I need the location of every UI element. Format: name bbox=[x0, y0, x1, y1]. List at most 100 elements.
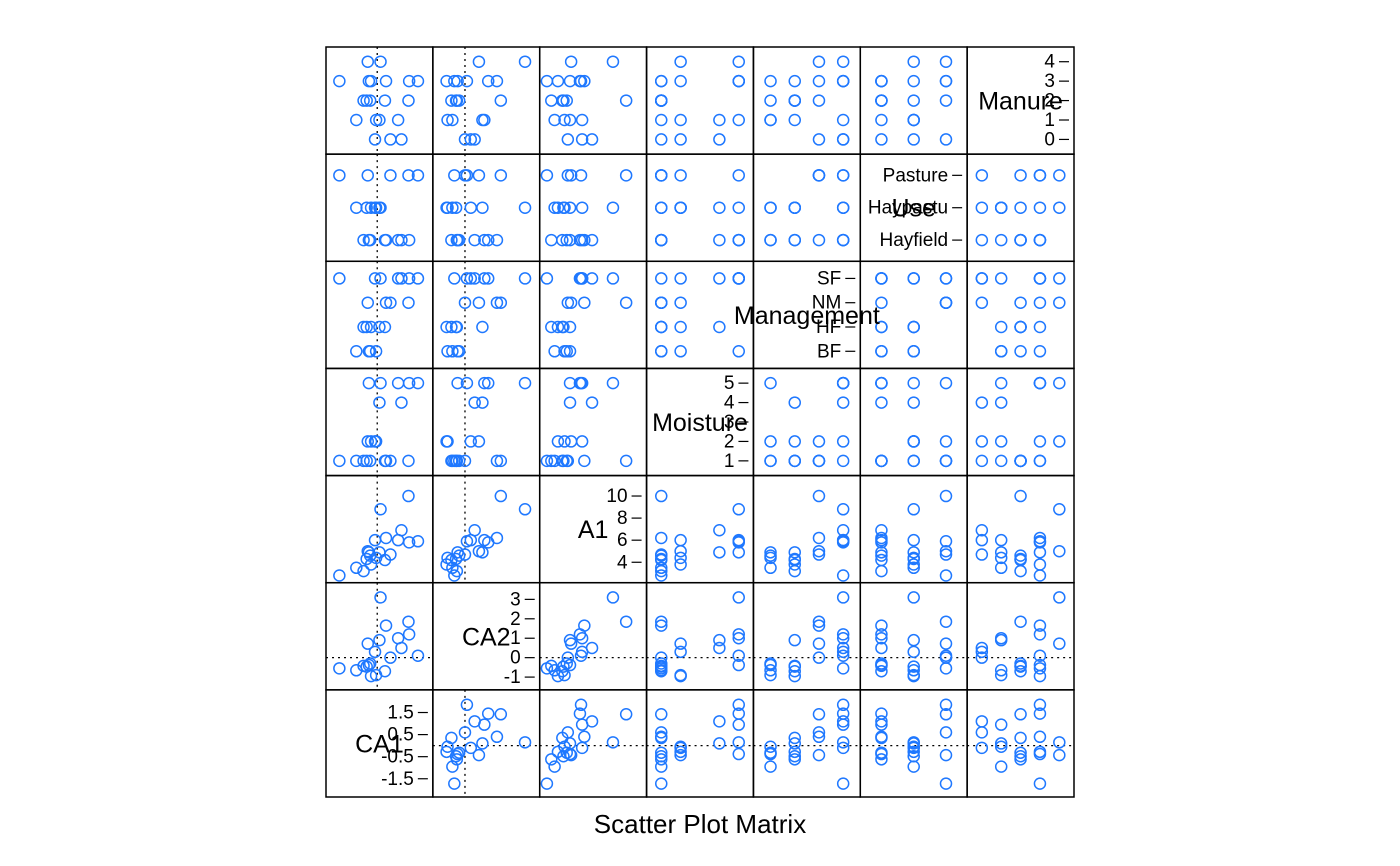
data-point bbox=[812, 133, 826, 146]
data-point bbox=[788, 94, 801, 107]
data-point bbox=[907, 376, 920, 390]
data-point bbox=[1033, 730, 1047, 744]
data-point bbox=[458, 548, 472, 561]
data-point bbox=[446, 113, 459, 127]
panel-ca2-vs-manure bbox=[966, 581, 1075, 691]
data-point bbox=[361, 296, 375, 309]
data-point bbox=[411, 649, 425, 662]
data-point bbox=[907, 320, 920, 334]
data-point bbox=[490, 454, 504, 468]
data-point bbox=[788, 396, 801, 409]
data-point bbox=[836, 662, 850, 675]
data-point bbox=[368, 272, 382, 285]
data-point bbox=[1014, 708, 1027, 721]
data-point bbox=[939, 296, 953, 309]
data-point bbox=[558, 345, 571, 358]
data-point bbox=[764, 435, 777, 448]
data-point bbox=[357, 454, 370, 468]
data-point bbox=[1053, 748, 1066, 762]
data-point bbox=[333, 454, 346, 468]
data-point bbox=[732, 169, 745, 182]
data-point bbox=[384, 296, 397, 309]
data-point bbox=[578, 730, 591, 744]
data-point bbox=[551, 74, 565, 88]
data-point bbox=[378, 320, 392, 334]
data-point bbox=[875, 536, 888, 549]
data-point bbox=[350, 561, 363, 575]
data-point bbox=[619, 296, 633, 309]
data-point bbox=[1033, 435, 1047, 448]
data-point bbox=[361, 435, 375, 448]
data-point bbox=[540, 777, 554, 790]
data-point bbox=[764, 546, 777, 559]
data-point bbox=[440, 74, 453, 88]
data-point bbox=[575, 133, 589, 146]
data-point bbox=[836, 113, 850, 127]
data-point bbox=[732, 649, 745, 662]
data-point bbox=[350, 201, 363, 214]
data-point bbox=[518, 272, 532, 285]
data-point bbox=[939, 726, 953, 739]
data-point bbox=[402, 296, 415, 309]
tick-label: 3 bbox=[510, 589, 521, 610]
diagonal-use: Use Hayfield Haypastu Pasture bbox=[868, 165, 963, 251]
data-point bbox=[994, 737, 1008, 750]
data-point bbox=[836, 435, 850, 448]
data-point bbox=[812, 615, 826, 628]
data-point bbox=[764, 658, 777, 672]
data-point bbox=[402, 169, 415, 182]
data-point bbox=[994, 561, 1008, 575]
data-point bbox=[907, 668, 920, 682]
data-point bbox=[391, 533, 405, 547]
data-point bbox=[812, 531, 826, 545]
data-point bbox=[460, 376, 474, 390]
data-point bbox=[561, 296, 575, 309]
data-point bbox=[1053, 736, 1066, 749]
data-point bbox=[674, 741, 687, 755]
data-point bbox=[578, 454, 591, 468]
data-point bbox=[1033, 707, 1047, 720]
data-point bbox=[540, 169, 554, 182]
data-point bbox=[1014, 201, 1027, 214]
data-point bbox=[1033, 777, 1047, 790]
data-point bbox=[378, 94, 392, 107]
data-point bbox=[606, 272, 620, 285]
data-point bbox=[411, 272, 425, 285]
tick-label: 1 bbox=[1044, 110, 1055, 131]
data-point bbox=[1014, 749, 1027, 763]
data-point bbox=[363, 94, 377, 107]
data-point bbox=[975, 645, 989, 659]
data-point bbox=[476, 546, 489, 559]
data-point bbox=[476, 396, 489, 409]
data-point bbox=[490, 730, 504, 744]
data-point bbox=[939, 748, 953, 762]
data-point bbox=[812, 544, 826, 558]
data-point bbox=[836, 396, 850, 409]
data-point bbox=[994, 376, 1008, 390]
data-point bbox=[788, 233, 801, 247]
data-point bbox=[545, 320, 558, 334]
tick-label: 2 bbox=[510, 609, 521, 630]
data-point bbox=[975, 651, 989, 664]
data-point bbox=[764, 561, 777, 575]
data-point bbox=[1033, 272, 1047, 285]
data-point bbox=[391, 631, 405, 645]
data-point bbox=[788, 669, 801, 683]
data-point bbox=[449, 320, 463, 334]
data-point bbox=[994, 533, 1008, 547]
data-point bbox=[1033, 201, 1047, 214]
data-point bbox=[1033, 662, 1047, 675]
tick-label: 0.5 bbox=[387, 725, 413, 746]
data-point bbox=[574, 698, 588, 712]
panel-ca1-vs-management bbox=[752, 689, 862, 798]
data-point bbox=[619, 615, 633, 628]
data-point bbox=[975, 533, 989, 547]
data-point bbox=[369, 113, 383, 127]
data-point bbox=[373, 396, 386, 409]
data-point bbox=[379, 296, 393, 309]
panel-management-vs-ca1 bbox=[325, 260, 434, 370]
data-point bbox=[1053, 591, 1066, 604]
data-point bbox=[575, 741, 589, 755]
